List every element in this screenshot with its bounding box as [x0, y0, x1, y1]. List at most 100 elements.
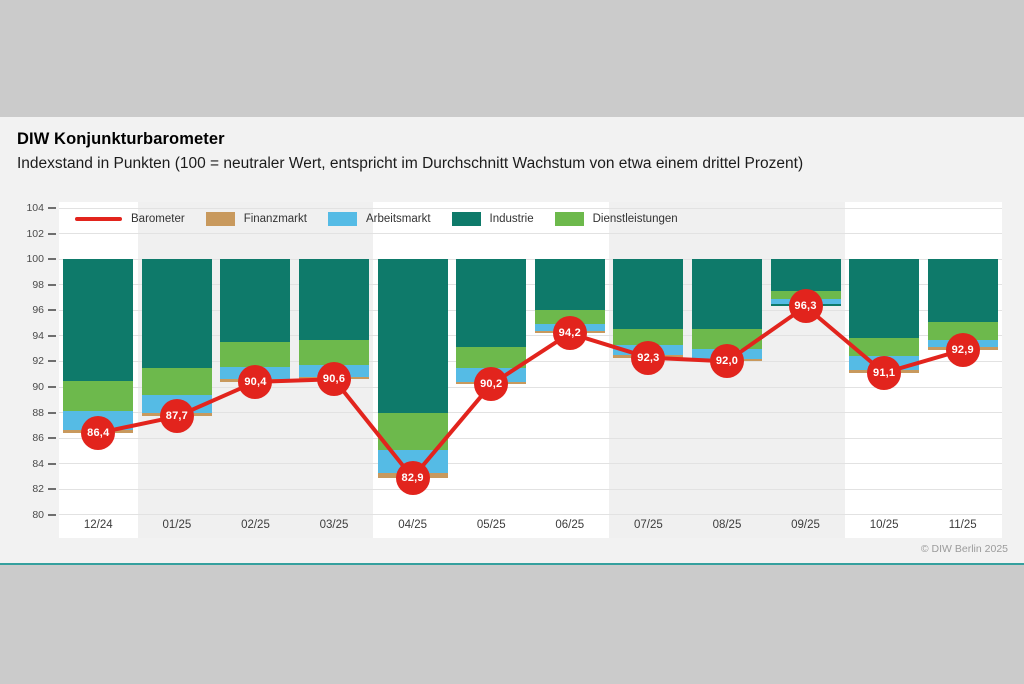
barometer-point-12/24: 86,4: [81, 416, 116, 450]
x-label-04/25: 04/25: [398, 519, 428, 531]
gridline-102: [59, 233, 1002, 235]
chart-subtitle: Indexstand in Punkten (100 = neutraler W…: [17, 155, 804, 172]
x-label-07/25: 07/25: [633, 519, 663, 531]
bar-segment-industrie: [927, 259, 998, 322]
y-tick-mark: [48, 437, 56, 440]
x-label-11/25: 11/25: [948, 519, 977, 531]
y-tick-label-92: 92: [32, 355, 44, 368]
bar-segment-industrie: [770, 259, 841, 292]
barometer-point-06/25: 94,2: [552, 316, 587, 351]
bar-segment-dienstleistungen: [141, 367, 212, 395]
chart-panel: DIW Konjunkturbarometer Indexstand in Pu…: [0, 117, 1024, 565]
barometer-point-01/25: 87,7: [159, 399, 194, 434]
y-tick-mark: [48, 309, 56, 312]
gridline-96: [59, 309, 1002, 311]
bar-segment-industrie: [613, 259, 684, 330]
bar-segment-dienstleistungen: [691, 329, 762, 349]
y-tick-label-98: 98: [32, 278, 44, 291]
barometer-point-07/25: 92,3: [631, 340, 666, 375]
gridline-92: [59, 360, 1002, 362]
barometer-point-09/25: 96,3: [788, 289, 823, 324]
y-tick-label-88: 88: [32, 406, 44, 419]
legend-swatch-arbeitsmarkt: [327, 212, 357, 226]
x-label-08/25: 08/25: [712, 519, 742, 531]
bar-segment-industrie: [691, 259, 762, 330]
x-label-09/25: 09/25: [791, 519, 820, 531]
gridline-82: [59, 488, 1002, 490]
bar-segment-industrie: [456, 259, 527, 348]
bar-segment-dienstleistungen: [220, 342, 291, 367]
barometer-line: [97, 303, 964, 481]
y-tick-mark: [48, 411, 56, 414]
legend-label-arbeitsmarkt: Arbeitsmarkt: [365, 213, 431, 225]
barometer-point-02/25: 90,4: [238, 364, 273, 399]
y-tick-mark: [48, 334, 56, 337]
y-tick-mark: [48, 207, 56, 210]
y-tick-mark: [48, 232, 56, 235]
y-tick-mark: [48, 462, 56, 465]
y-tick-mark: [48, 488, 56, 491]
y-tick-label-84: 84: [32, 457, 44, 470]
bar-segment-industrie: [220, 259, 291, 343]
copyright-note: © DIW Berlin 2025: [920, 543, 1008, 555]
x-label-03/25: 03/25: [319, 519, 349, 531]
gridline-100: [59, 258, 1002, 260]
gridline-94: [59, 335, 1002, 337]
gridline-88: [59, 412, 1002, 414]
x-label-06/25: 06/25: [555, 519, 585, 531]
legend-item-industrie: Industrie: [451, 212, 534, 226]
legend-item-barometer: Barometer: [75, 213, 185, 225]
plot-area: Barometer Finanzmarkt Arbeitsmarkt Industri…: [59, 202, 1002, 538]
y-tick-mark: [48, 513, 56, 516]
barometer-point-05/25: 90,2: [474, 367, 509, 402]
bar-10/25: [849, 259, 920, 373]
barometer-point-10/25: 91,1: [867, 355, 902, 390]
y-tick-label-94: 94: [32, 329, 44, 342]
y-tick-label-86: 86: [32, 432, 44, 445]
x-label-02/25: 02/25: [241, 519, 270, 531]
chart-title: DIW Konjunkturbarometer: [17, 130, 225, 148]
gridline-80: [59, 514, 1002, 516]
y-tick-label-96: 96: [32, 304, 44, 317]
legend-swatch-dienstleistungen: [554, 212, 584, 226]
bar-segment-dienstleistungen: [613, 329, 684, 345]
gridline-90: [59, 386, 1002, 388]
x-label-10/25: 10/25: [869, 519, 899, 531]
x-label-05/25: 05/25: [476, 519, 506, 531]
y-tick-label-100: 100: [26, 253, 44, 266]
legend-label-finanzmarkt: Finanzmarkt: [243, 213, 307, 225]
legend-swatch-finanzmarkt: [205, 212, 235, 226]
bar-segment-industrie: [141, 259, 212, 368]
barometer-point-08/25: 92,0: [709, 344, 744, 379]
y-tick-mark: [48, 283, 56, 286]
gridline-104: [59, 207, 1002, 209]
bar-segment-industrie: [377, 259, 448, 413]
y-tick-mark: [48, 386, 56, 388]
bar-segment-dienstleistungen: [63, 380, 134, 412]
barometer-point-04/25: 82,9: [395, 460, 430, 495]
bar-segment-industrie: [849, 259, 920, 339]
bar-12/24: [63, 259, 134, 433]
legend-swatch-industrie: [451, 212, 481, 226]
y-tick-label-104: 104: [26, 202, 44, 215]
bar-segment-industrie: [63, 259, 134, 381]
bar-segment-industrie: [534, 259, 605, 311]
legend-item-arbeitsmarkt: Arbeitsmarkt: [327, 212, 431, 226]
y-tick-label-102: 102: [26, 227, 44, 240]
barometer-point-03/25: 90,6: [317, 362, 352, 397]
bar-segment-dienstleistungen: [849, 338, 920, 357]
chart-legend: Barometer Finanzmarkt Arbeitsmarkt Industri…: [75, 209, 699, 229]
y-tick-label-90: 90: [32, 381, 44, 393]
legend-item-finanzmarkt: Finanzmarkt: [205, 212, 307, 226]
barometer-point-11/25: 92,9: [945, 332, 980, 367]
x-label-01/25: 01/25: [162, 519, 192, 531]
legend-label-industrie: Industrie: [489, 213, 534, 225]
y-tick-label-80: 80: [32, 508, 44, 521]
legend-label-barometer: Barometer: [131, 213, 185, 225]
bar-02/25: [220, 259, 291, 382]
x-label-12/24: 12/24: [83, 519, 113, 531]
y-tick-mark: [48, 360, 56, 363]
y-tick-label-82: 82: [32, 483, 44, 496]
legend-swatch-barometer: [75, 217, 122, 221]
